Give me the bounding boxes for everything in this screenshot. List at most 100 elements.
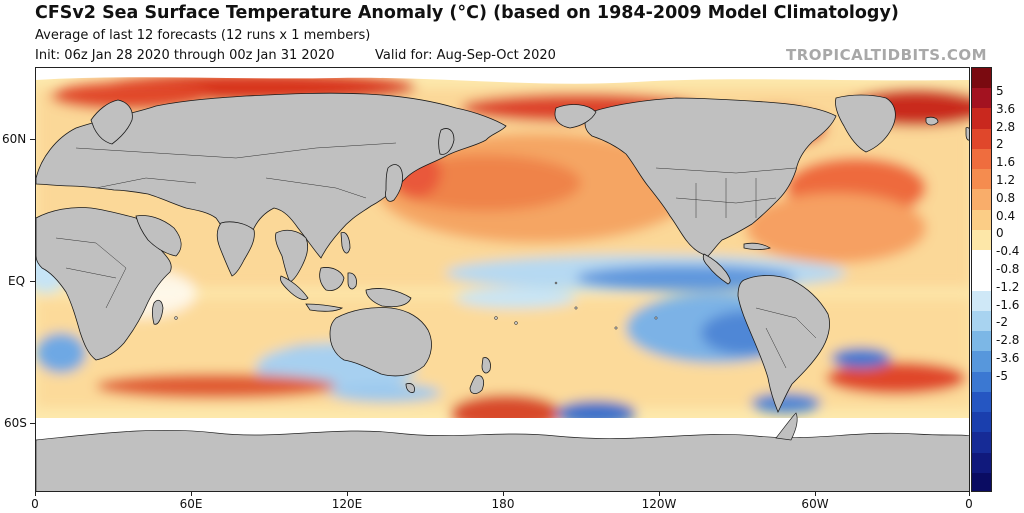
colorbar-segment <box>972 88 991 109</box>
colorbar-label: 0 <box>996 226 1004 241</box>
lat-tick <box>30 281 35 282</box>
colorbar-segment <box>972 229 991 251</box>
border-line <box>65 267 117 279</box>
cool-far-south <box>331 384 441 402</box>
cool-sw-indian <box>36 333 86 373</box>
colorbar-label: -5 <box>996 368 1008 383</box>
borneo <box>319 267 345 291</box>
chart-title: CFSv2 Sea Surface Temperature Anomaly (°… <box>35 3 899 23</box>
lon-tick <box>191 492 192 496</box>
antarctic-peninsula <box>775 412 798 441</box>
cuba <box>743 242 771 250</box>
island <box>574 306 578 310</box>
colorbar-segment <box>972 250 991 271</box>
lon-tick <box>969 492 970 496</box>
lat-label-eq: EQ <box>8 274 26 288</box>
colorbar-label: 1.6 <box>996 155 1016 170</box>
map-svg <box>36 68 969 491</box>
sst-anomaly-map <box>35 67 970 492</box>
japan <box>385 164 403 202</box>
new-zealand-north <box>481 357 491 374</box>
colorbar-label: -1.6 <box>996 297 1020 312</box>
philippines <box>340 231 351 254</box>
init-time: Init: 06z Jan 28 2020 through 00z Jan 31… <box>35 48 335 63</box>
java <box>305 303 344 312</box>
colorbar-segment <box>972 351 991 373</box>
se-asia <box>275 229 309 283</box>
colorbar-segment <box>972 189 991 211</box>
central-america <box>702 253 731 285</box>
island <box>654 316 658 320</box>
island <box>614 326 618 330</box>
lon-tick <box>503 492 504 496</box>
border-line <box>265 177 367 199</box>
arctic-sea-ice <box>36 68 969 84</box>
lon-label-0-east: 0 <box>965 497 973 511</box>
eurasia <box>36 92 507 259</box>
colorbar-segment <box>972 412 991 433</box>
tasmania <box>405 383 415 393</box>
border-line <box>655 167 797 174</box>
lon-label-120e: 120E <box>331 497 363 511</box>
lon-tick <box>347 492 348 496</box>
warm-n-pacific-halo <box>376 133 696 243</box>
lat-tick <box>30 423 35 424</box>
island <box>494 316 498 320</box>
warm-s-indian <box>96 374 336 398</box>
colorbar-segment <box>972 310 991 332</box>
lon-tick <box>659 492 660 496</box>
scandinavia <box>90 99 133 145</box>
colorbar-label: 5 <box>996 84 1004 98</box>
alaska <box>554 104 597 129</box>
colorbar-label: -0.8 <box>996 262 1020 276</box>
colorbar-label: 1.2 <box>996 173 1016 187</box>
arabia <box>135 215 182 257</box>
lat-tick <box>30 139 35 140</box>
colorbar-segment <box>972 270 991 292</box>
colorbar-segment <box>972 371 991 393</box>
sulawesi <box>347 272 357 290</box>
land <box>36 92 969 413</box>
india <box>216 221 255 277</box>
colorbar-segment <box>972 209 991 231</box>
border-line <box>95 177 197 189</box>
colorbar-segment <box>972 391 991 413</box>
iceland <box>925 116 939 126</box>
cool-s-atlantic <box>831 348 891 368</box>
lon-label-120w: 120W <box>641 497 677 511</box>
south-america <box>737 275 830 413</box>
antarctica <box>36 429 969 491</box>
border-line <box>695 178 757 218</box>
colorbar-segment <box>972 68 991 89</box>
africa <box>36 207 172 361</box>
lon-label-60w: 60W <box>801 497 829 511</box>
colorbar-label: -0.4 <box>996 244 1020 259</box>
colorbar-label: -2.8 <box>996 333 1020 348</box>
lon-label-180: 180 <box>491 497 515 511</box>
island <box>174 316 178 320</box>
colorbar-label: 3.6 <box>996 101 1016 116</box>
uk <box>965 127 969 141</box>
colorbar-segment <box>972 169 991 190</box>
islands <box>174 281 658 330</box>
colorbar-label: 0.4 <box>996 208 1016 223</box>
border-line <box>75 142 397 159</box>
colorbar-segment <box>972 290 991 312</box>
cool-central-pacific <box>456 288 576 308</box>
north-america <box>584 97 837 257</box>
new-zealand-south <box>469 375 484 394</box>
kamchatka <box>438 128 455 155</box>
lon-tick <box>815 492 816 496</box>
new-guinea <box>365 288 412 308</box>
colorbar-segment <box>972 108 991 130</box>
sumatra <box>280 275 309 300</box>
lon-tick <box>35 492 36 496</box>
madagascar <box>152 299 164 325</box>
warm-s-atlantic <box>826 362 966 394</box>
colorbar-segment <box>972 472 991 491</box>
border-line <box>765 327 787 369</box>
colorbar-segment <box>972 452 991 474</box>
colorbar-label: -3.6 <box>996 351 1020 365</box>
colorbar-label: 2 <box>996 137 1004 152</box>
